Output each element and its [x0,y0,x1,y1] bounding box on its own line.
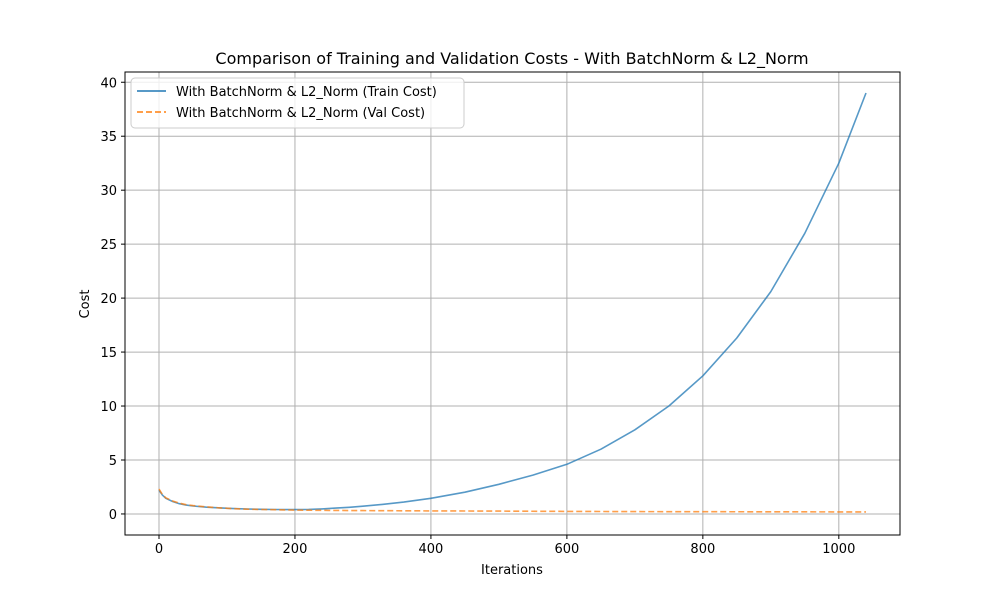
legend-label-train: With BatchNorm & L2_Norm (Train Cost) [176,85,437,100]
y-tick-label: 20 [100,292,117,307]
y-tick-label: 0 [109,508,117,523]
legend-label-val: With BatchNorm & L2_Norm (Val Cost) [176,106,425,121]
y-tick-label: 5 [109,454,117,469]
y-tick-label: 15 [100,346,117,361]
plot-area [124,71,901,536]
grid-layer [125,72,900,535]
axis-layer: 0 200 400 600 800 1000 0 5 10 15 20 25 30 35 40 [100,76,855,557]
series-line-val-cost [158,488,866,513]
y-tick-label: 10 [100,400,117,415]
x-tick-label: 800 [690,542,715,557]
legend-box [130,77,465,129]
x-tick-label: 400 [419,542,444,557]
y-axis-label: Cost [78,290,93,319]
x-tick-label: 200 [283,542,308,557]
x-tick-label: 0 [155,542,163,557]
series-layer [158,92,867,513]
y-tick-label: 30 [100,184,117,199]
x-tick-label: 1000 [822,542,855,557]
x-axis-label: Iterations [481,563,543,578]
y-tick-label: 35 [100,130,117,145]
legend: With BatchNorm & L2_Norm (Train Cost) Wi… [130,77,465,129]
x-tick-label: 600 [554,542,579,557]
chart-title: Comparison of Training and Validation Co… [215,49,808,69]
y-tick-label: 40 [100,76,117,91]
y-tick-label: 25 [100,238,117,253]
